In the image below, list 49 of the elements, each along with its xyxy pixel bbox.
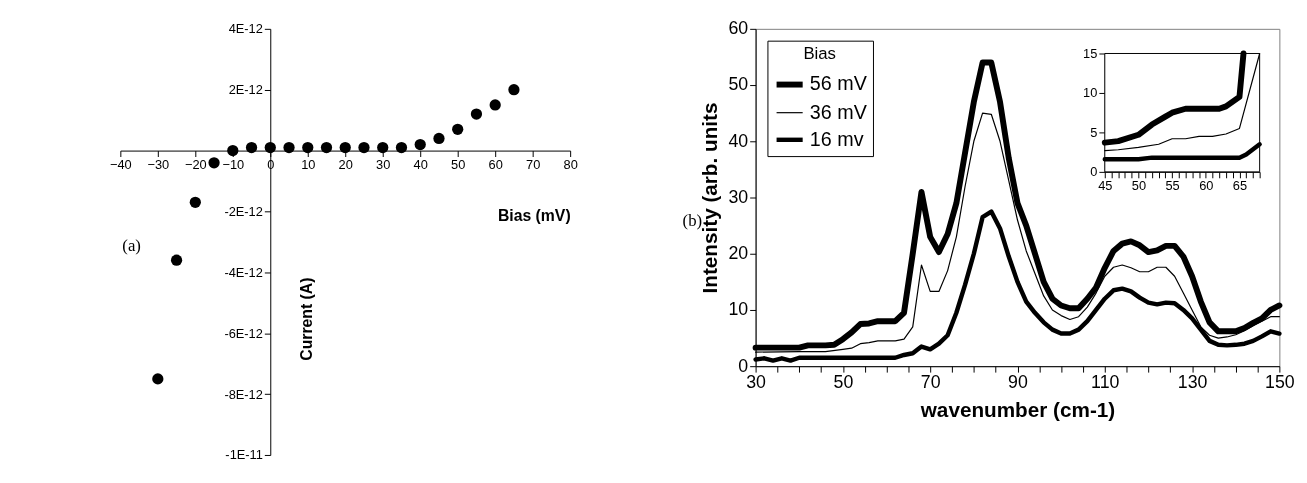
annotation: (a): [122, 236, 141, 256]
legend-label: 36 mV: [809, 100, 868, 123]
x-tick-label: 40: [413, 156, 428, 172]
x-tick-label: 20: [338, 156, 353, 172]
x-tick-label: 10: [301, 156, 316, 172]
x-tick-label: 55: [1165, 178, 1180, 194]
legend-label: 16 mv: [809, 127, 864, 150]
x-tick-label: 50: [1131, 178, 1147, 194]
y-tick-label: 10: [728, 299, 749, 320]
x-tick-label: 70: [920, 372, 941, 393]
x-tick-label: 30: [746, 372, 767, 393]
x-tick-label: 45: [1098, 178, 1113, 194]
x-tick-label: 70: [526, 156, 541, 172]
x-tick-label: 90: [1008, 372, 1028, 393]
text: (b): [682, 211, 703, 231]
y-tick-label: 4E-12: [228, 21, 263, 37]
y-tick-label: 5: [1090, 124, 1098, 140]
y-tick-label: 15: [1083, 45, 1098, 61]
y-tick-label: 50: [728, 74, 749, 95]
y-tick-label: 10: [1083, 85, 1098, 101]
x-tick-label: −40: [109, 156, 132, 172]
y-tick-label: -6E-12: [224, 325, 263, 341]
x-tick-label: 150: [1265, 372, 1295, 393]
x-tick-label: 60: [488, 156, 503, 172]
y-tick-label: -8E-12: [224, 386, 263, 402]
x-axis-title: wavenumber (cm-1): [919, 397, 1116, 421]
x-tick-label: −20: [184, 156, 207, 172]
x-tick-label: 65: [1232, 178, 1248, 194]
x-tick-label: 130: [1177, 372, 1208, 393]
x-tick-label: 60: [1199, 178, 1214, 194]
x-tick-label: 30: [376, 156, 391, 172]
y-tick-label: 40: [728, 130, 749, 151]
x-tick-label: 80: [563, 156, 578, 172]
x-tick-label: −30: [147, 156, 170, 172]
y-tick-label: -4E-12: [224, 264, 263, 280]
y-tick-label: 2E-12: [228, 82, 263, 98]
x-axis-title: Bias (mV): [497, 207, 571, 225]
y-tick-label: 60: [728, 18, 749, 39]
y-axis-title: Current (A): [298, 277, 316, 361]
y-tick-label: 20: [728, 243, 749, 264]
legend-label: 56 mV: [809, 72, 868, 95]
legend-title: Bias: [803, 44, 837, 64]
x-tick-label: 50: [833, 372, 854, 393]
y-tick-label: -2E-12: [224, 203, 263, 219]
x-tick-label: −10: [222, 156, 245, 172]
y-tick-label: -1E-11: [225, 447, 263, 463]
x-tick-label: 110: [1091, 372, 1120, 393]
y-tick-label: 0: [738, 355, 749, 376]
x-tick-label: 50: [451, 156, 466, 172]
